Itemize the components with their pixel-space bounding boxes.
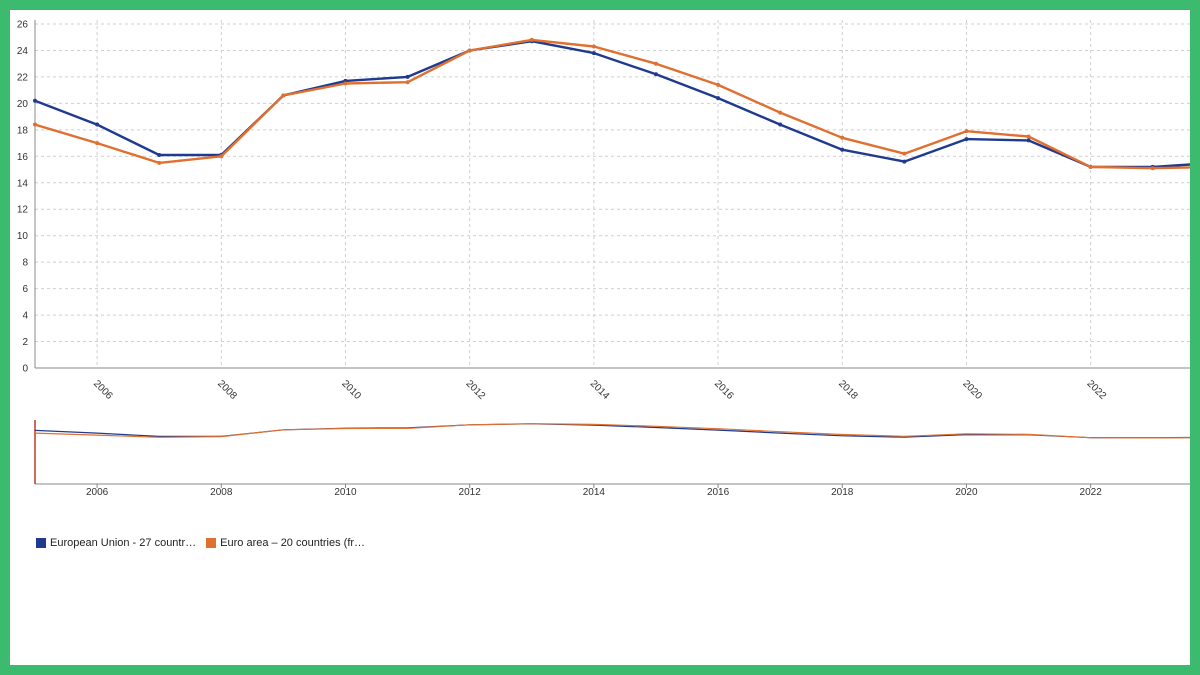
x-tick-label: 2018	[836, 378, 860, 402]
data-point-eu27	[33, 98, 37, 103]
data-point-euro-area	[778, 110, 783, 115]
navigator-line-euro-area	[34, 423, 1190, 439]
data-point-euro-area	[343, 81, 348, 86]
data-point-euro-area	[281, 93, 286, 98]
legend: European Union - 27 countr… Euro area – …	[36, 535, 365, 551]
x-axis-ticks: 2006 2008 2010 2012 2014 2016 2018 2020 2022	[91, 378, 1108, 402]
data-point-euro-area	[467, 48, 472, 53]
data-point-euro-area	[1088, 164, 1093, 169]
data-point-eu27	[840, 147, 845, 152]
x-tick-label: 2014	[588, 378, 612, 402]
y-tick-label: 6	[22, 284, 28, 295]
y-tick-label: 14	[17, 178, 29, 189]
main-grid	[34, 20, 1190, 369]
data-point-eu27	[591, 51, 596, 56]
data-point-euro-area	[405, 80, 410, 85]
y-tick-label: 10	[17, 231, 29, 242]
y-tick-label: 0	[22, 364, 28, 375]
y-tick-label: 26	[17, 20, 29, 31]
x-tick-label: 2006	[91, 378, 115, 402]
x-tick-label: 2010	[339, 378, 363, 402]
legend-label-euro-area: Euro area – 20 countries (fr…	[220, 537, 366, 549]
data-point-euro-area	[157, 160, 162, 165]
legend-item-euro-area[interactable]: Euro area – 20 countries (fr…	[206, 537, 365, 549]
y-tick-label: 18	[17, 125, 29, 136]
navigator-tick-label: 2008	[210, 487, 233, 498]
data-point-euro-area	[840, 135, 845, 140]
data-point-eu27	[716, 96, 721, 101]
series-line-eu27	[34, 40, 1190, 169]
data-point-euro-area	[529, 37, 534, 42]
legend-label-eu27: European Union - 27 countr…	[50, 537, 197, 549]
data-point-eu27	[964, 137, 969, 142]
x-tick-label: 2012	[464, 378, 488, 402]
data-point-euro-area	[1150, 166, 1155, 171]
data-point-eu27	[1026, 138, 1031, 143]
data-point-euro-area	[964, 129, 969, 134]
data-point-eu27	[405, 74, 410, 79]
x-tick-label: 2020	[960, 378, 984, 402]
y-tick-label: 24	[17, 46, 29, 57]
legend-swatch-euro-area	[206, 538, 217, 548]
navigator-tick-label: 2010	[334, 487, 357, 498]
y-tick-label: 20	[17, 99, 29, 110]
main-plot-series	[33, 37, 1190, 171]
y-tick-label: 22	[17, 72, 29, 83]
data-point-eu27	[95, 122, 100, 127]
legend-swatch-eu27	[36, 538, 46, 548]
data-point-euro-area	[33, 122, 37, 127]
navigator-line-eu27	[34, 423, 1190, 439]
y-tick-label: 2	[22, 337, 28, 348]
data-point-euro-area	[902, 151, 907, 156]
data-point-euro-area	[219, 154, 224, 159]
data-point-euro-area	[591, 44, 596, 49]
navigator-tick-label: 2012	[459, 487, 482, 498]
range-navigator[interactable]: 2006 2008 2010 2012 2014 2016 2018 2020 2022	[34, 420, 1190, 498]
y-tick-label: 4	[22, 311, 28, 322]
navigator-tick-label: 2020	[955, 487, 978, 498]
y-tick-label: 12	[17, 205, 29, 216]
series-line-euro-area	[34, 38, 1190, 170]
chart-frame: 0 2 4 6 8 10 12 14 16 18 20 22 24 26 2006 2008 2010 2012…	[10, 10, 1190, 665]
data-point-euro-area	[95, 141, 100, 146]
y-tick-label: 8	[22, 258, 28, 269]
data-point-euro-area	[653, 61, 658, 66]
x-tick-label: 2022	[1085, 378, 1109, 402]
navigator-tick-label: 2014	[583, 487, 606, 498]
data-point-euro-area	[1026, 134, 1031, 139]
data-point-eu27	[902, 159, 907, 164]
x-tick-label: 2016	[712, 378, 736, 402]
navigator-tick-label: 2016	[707, 487, 730, 498]
x-tick-label: 2008	[215, 378, 239, 402]
data-point-eu27	[653, 72, 658, 77]
y-tick-label: 16	[17, 152, 29, 163]
navigator-tick-label: 2006	[86, 487, 109, 498]
navigator-tick-label: 2018	[831, 487, 854, 498]
data-point-euro-area	[716, 82, 721, 87]
legend-item-eu27[interactable]: European Union - 27 countr…	[36, 537, 196, 549]
data-point-eu27	[778, 122, 783, 127]
data-point-eu27	[157, 152, 162, 157]
navigator-tick-label: 2022	[1080, 487, 1103, 498]
